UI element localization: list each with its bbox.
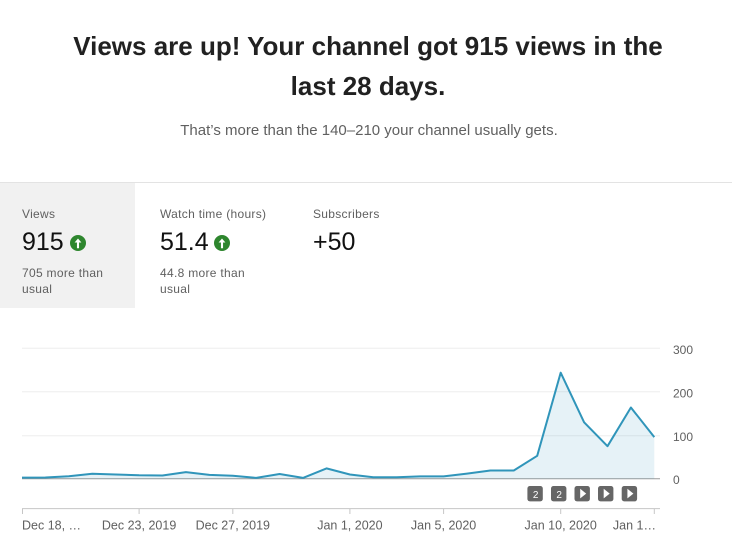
svg-text:300: 300 (673, 343, 693, 357)
svg-text:2: 2 (556, 490, 562, 501)
svg-text:Dec 23, 2019: Dec 23, 2019 (102, 519, 176, 533)
svg-text:Jan 10, 2020: Jan 10, 2020 (525, 519, 597, 533)
svg-text:Jan 1…: Jan 1… (613, 519, 656, 533)
svg-text:0: 0 (673, 473, 680, 487)
svg-text:200: 200 (673, 386, 693, 400)
svg-text:Jan 5, 2020: Jan 5, 2020 (411, 519, 476, 533)
svg-text:Dec 27, 2019: Dec 27, 2019 (196, 519, 270, 533)
svg-text:Dec 18, …: Dec 18, … (22, 519, 81, 533)
svg-text:100: 100 (673, 430, 693, 444)
svg-text:Jan 1, 2020: Jan 1, 2020 (317, 519, 382, 533)
svg-text:2: 2 (533, 490, 539, 501)
